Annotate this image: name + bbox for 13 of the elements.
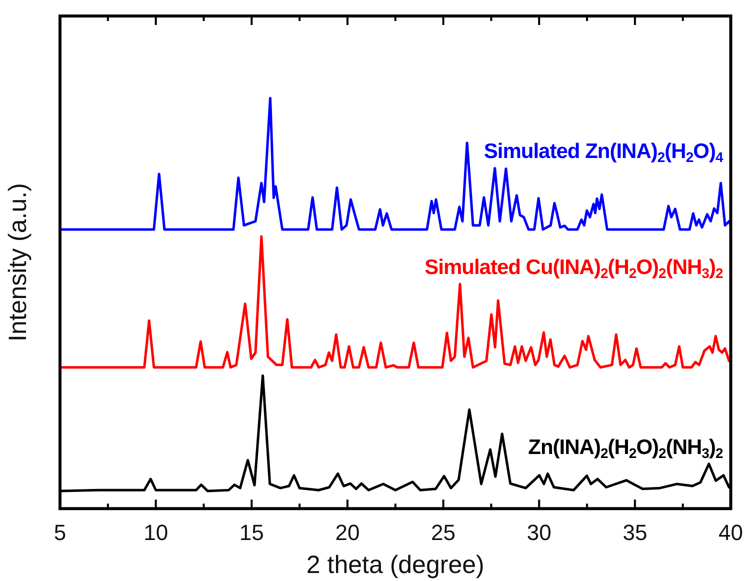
series-label: Simulated Zn(INA)$_{2}$(H$_{2}$O)$_{4}$ <box>484 140 723 166</box>
text: Simulated Cu(INA)$_{2}$(H$_{2}$O)$_{2}$(NH$_{3}$)$_{2}$ <box>424 256 723 282</box>
x-tick-label: 15 <box>239 520 264 545</box>
x-axis-title: 2 theta (degree) <box>306 550 484 579</box>
x-tick-label: 20 <box>335 520 360 545</box>
x-tick-label: 25 <box>431 520 456 545</box>
x-tick-label: 10 <box>144 520 168 545</box>
y-axis-title: Intensity (a.u.) <box>4 183 32 342</box>
x-tick-label: 5 <box>54 520 66 545</box>
text: Zn(INA)$_{2}$(H$_{2}$O)$_{2}$(NH$_{3}$)$_{2}$ <box>528 436 723 461</box>
x-tick-label: 40 <box>718 520 744 545</box>
x-tick-label: 35 <box>622 520 648 545</box>
x-tick-label: 30 <box>526 520 552 545</box>
